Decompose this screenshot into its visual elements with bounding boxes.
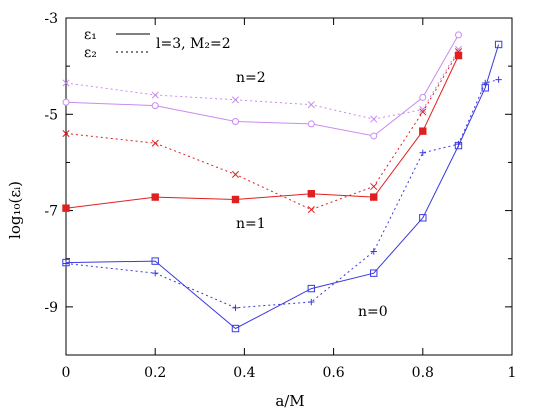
data-point <box>62 129 70 138</box>
data-point <box>152 269 159 277</box>
x-tick-label: 0.2 <box>144 365 166 381</box>
y-axis-label: log₁₀(εᵢ) <box>6 181 24 239</box>
x-tick-label: 0.4 <box>233 365 255 381</box>
data-point <box>307 284 316 293</box>
data-point <box>151 102 159 110</box>
data-point <box>307 101 315 109</box>
data-point <box>419 214 427 222</box>
data-point <box>307 190 316 198</box>
legend: ε₁ ε₂ <box>84 27 150 61</box>
data-point <box>454 48 463 56</box>
data-point <box>231 195 240 204</box>
axis-ticks: 0 0.2 0.4 0.6 0.8 1 -9 -7 -5 -3 <box>44 11 516 381</box>
data-point <box>370 193 378 201</box>
y-tick-label: -5 <box>44 107 58 123</box>
data-point <box>370 269 378 277</box>
data-point <box>151 193 159 201</box>
data-point <box>151 257 159 265</box>
y-tick-label: -3 <box>44 11 58 27</box>
data-point <box>231 96 240 104</box>
series-line <box>65 79 499 309</box>
data-point <box>419 149 426 156</box>
data-point <box>151 91 159 99</box>
series-layer <box>62 31 503 333</box>
annotation-label: l=3, M₂=2 <box>156 36 231 52</box>
series-line <box>65 44 500 330</box>
annotation-label: n=2 <box>236 70 266 86</box>
data-point <box>231 118 239 126</box>
data-point <box>62 260 70 267</box>
annotation-label: n=0 <box>358 304 388 320</box>
data-point <box>370 115 378 123</box>
data-point <box>370 248 377 255</box>
x-axis-label: a/M <box>275 392 304 410</box>
data-point <box>308 298 315 306</box>
series-n1-e2 <box>62 48 463 214</box>
data-point <box>495 76 502 83</box>
data-point <box>62 98 70 106</box>
data-point <box>62 204 70 212</box>
data-point <box>232 304 239 312</box>
legend-label: ε₁ <box>84 27 97 43</box>
data-point <box>307 120 315 128</box>
data-point <box>231 170 240 179</box>
data-point <box>419 93 427 101</box>
data-point <box>231 324 240 333</box>
series-n0-e1 <box>62 40 503 333</box>
x-tick-label: 0.8 <box>412 365 434 381</box>
x-tick-label: 1 <box>508 365 517 381</box>
annotation-label: n=1 <box>236 216 266 232</box>
legend-label: ε₂ <box>84 45 97 61</box>
x-tick-label: 0 <box>62 365 71 381</box>
series-n1-e1 <box>62 51 463 212</box>
data-point <box>494 40 503 49</box>
plot-frame <box>65 17 513 356</box>
data-point <box>455 140 462 148</box>
data-point <box>419 108 427 116</box>
data-point <box>307 206 315 214</box>
y-tick-label: -9 <box>44 300 58 316</box>
data-point <box>62 79 70 87</box>
y-tick-label: -7 <box>44 204 58 220</box>
data-point <box>454 45 463 53</box>
series-n0-e2 <box>62 76 502 312</box>
annotations: l=3, M₂=2 n=2 n=1 n=0 <box>156 36 388 320</box>
data-point <box>370 182 378 191</box>
data-point <box>454 31 462 39</box>
data-point <box>151 139 159 147</box>
plot-border <box>65 17 513 356</box>
data-point <box>419 127 427 135</box>
data-point <box>370 132 378 140</box>
data-point <box>482 79 489 87</box>
series-n2-e1 <box>62 31 462 140</box>
x-tick-label: 0.6 <box>322 365 344 381</box>
